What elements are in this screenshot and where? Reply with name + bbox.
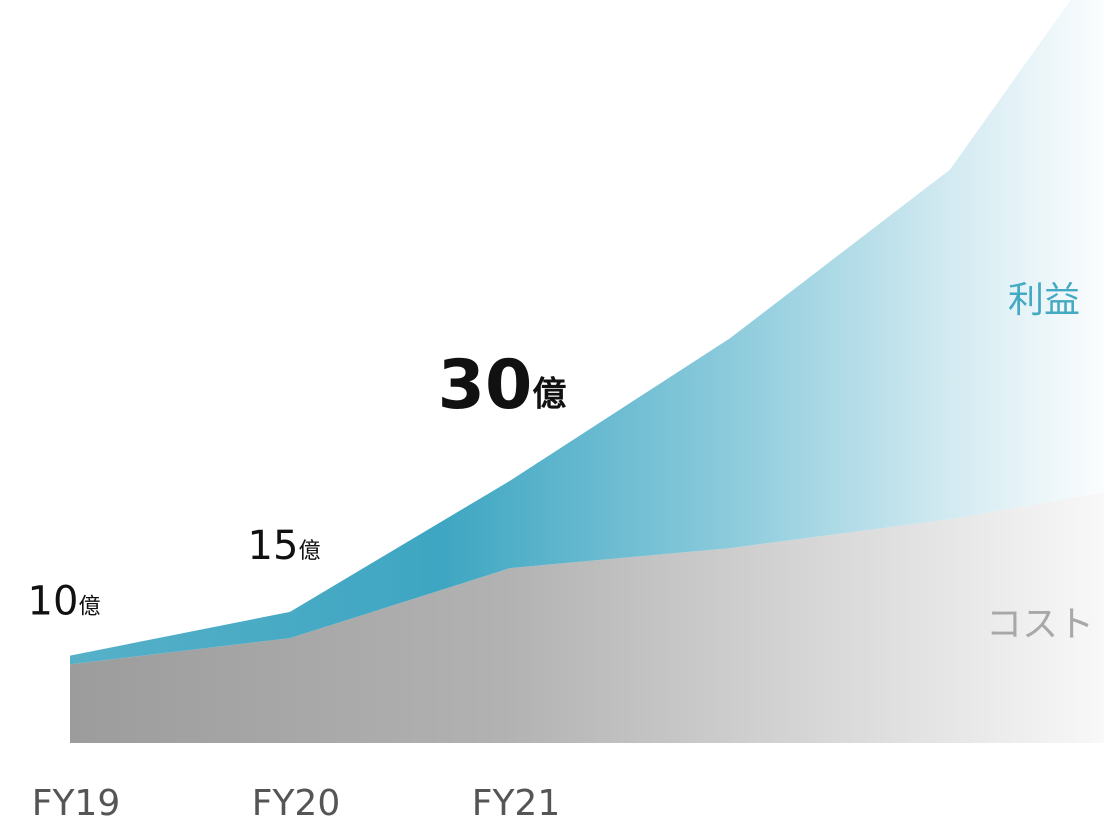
x-tick-label: FY20 <box>252 783 341 822</box>
value-label: 30億 <box>438 345 567 424</box>
area <box>70 0 1104 665</box>
labels: FY19 FY20 FY21 コスト 利益 10億 15億 30億 <box>28 280 1094 822</box>
value-label: 10億 <box>28 579 101 625</box>
area <box>70 492 1104 743</box>
series-label: コスト <box>986 604 1094 645</box>
series-label: 利益 <box>1008 280 1080 321</box>
x-tick-label: FY19 <box>32 783 121 822</box>
x-tick-label: FY21 <box>472 783 561 822</box>
value-label: 15億 <box>248 523 321 569</box>
plot-area <box>70 0 1104 743</box>
